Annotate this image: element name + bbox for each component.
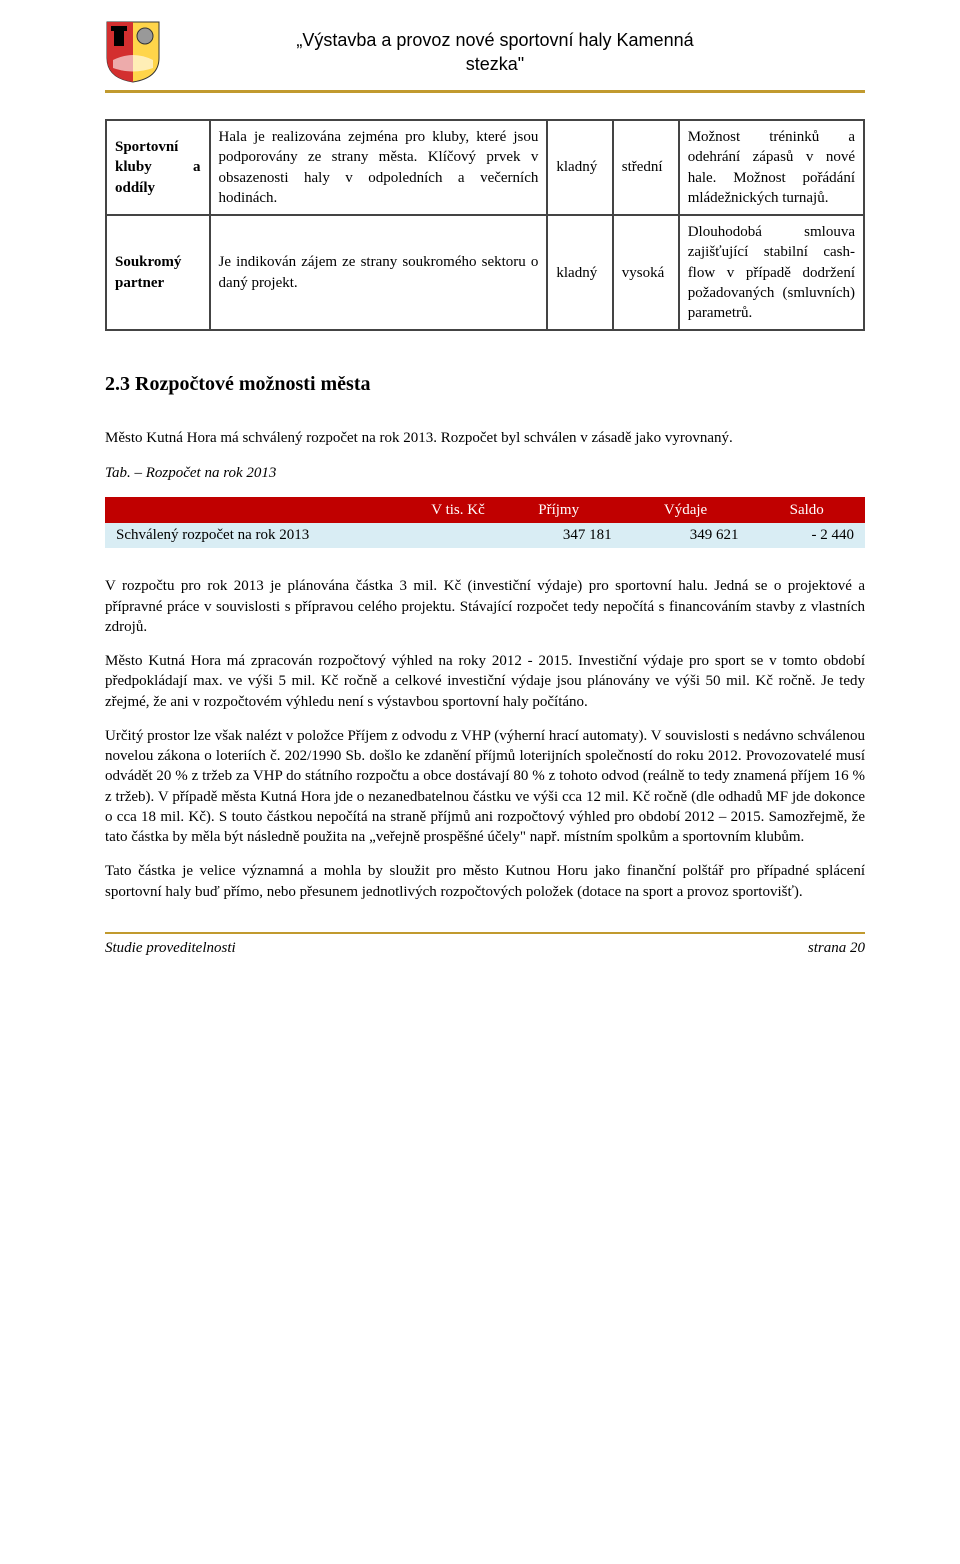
table-row: Sportovní kluby a oddíly Hala je realizo… — [106, 120, 864, 215]
title-line-1: „Výstavba a provoz nové sportovní haly K… — [296, 30, 693, 50]
page-header: „Výstavba a provoz nové sportovní haly K… — [105, 20, 865, 84]
stakeholder-rating-1: kladný — [547, 120, 612, 215]
budget-data-row: Schválený rozpočet na rok 2013 347 181 3… — [106, 523, 865, 548]
budget-col-header: Příjmy — [495, 497, 622, 522]
table-caption: Tab. – Rozpočet na rok 2013 — [105, 463, 865, 483]
budget-table: V tis. Kč Příjmy Výdaje Saldo Schválený … — [105, 497, 865, 549]
stakeholder-label: Sportovní kluby a oddíly — [106, 120, 210, 215]
stakeholder-label: Soukromý partner — [106, 215, 210, 330]
paragraph: Určitý prostor lze však nalézt v položce… — [105, 726, 865, 848]
budget-header-row: V tis. Kč Příjmy Výdaje Saldo — [106, 497, 865, 522]
title-line-2: stezka" — [466, 54, 524, 74]
paragraph: Město Kutná Hora má zpracován rozpočtový… — [105, 651, 865, 712]
page-footer: Studie proveditelnosti strana 20 — [105, 932, 865, 958]
footer-right: strana 20 — [808, 938, 865, 958]
budget-value: 347 181 — [495, 523, 622, 548]
stakeholders-table: Sportovní kluby a oddíly Hala je realizo… — [105, 119, 865, 331]
budget-value: 349 621 — [622, 523, 749, 548]
coat-of-arms-icon — [105, 20, 161, 84]
stakeholder-rating-2: vysoká — [613, 215, 679, 330]
stakeholder-effect: Možnost tréninků a odehrání zápasů v nov… — [679, 120, 864, 215]
stakeholder-effect: Dlouhodobá smlouva zajišťující stabilní … — [679, 215, 864, 330]
paragraph: V rozpočtu pro rok 2013 je plánována čás… — [105, 576, 865, 637]
budget-col-header: Saldo — [749, 497, 865, 522]
stakeholder-desc: Je indikován zájem ze strany soukromého … — [210, 215, 548, 330]
budget-value: - 2 440 — [749, 523, 865, 548]
paragraph: Město Kutná Hora má schválený rozpočet n… — [105, 428, 865, 448]
footer-left: Studie proveditelnosti — [105, 938, 236, 958]
stakeholder-desc: Hala je realizována zejména pro kluby, k… — [210, 120, 548, 215]
paragraph: Tato částka je velice významná a mohla b… — [105, 861, 865, 902]
document-title: „Výstavba a provoz nové sportovní haly K… — [181, 28, 865, 77]
header-divider — [105, 90, 865, 93]
budget-col-header: V tis. Kč — [106, 497, 496, 522]
section-heading: 2.3 Rozpočtové možnosti města — [105, 371, 865, 398]
stakeholder-rating-1: kladný — [547, 215, 612, 330]
stakeholder-rating-2: střední — [613, 120, 679, 215]
budget-row-label: Schválený rozpočet na rok 2013 — [106, 523, 496, 548]
budget-col-header: Výdaje — [622, 497, 749, 522]
table-row: Soukromý partner Je indikován zájem ze s… — [106, 215, 864, 330]
